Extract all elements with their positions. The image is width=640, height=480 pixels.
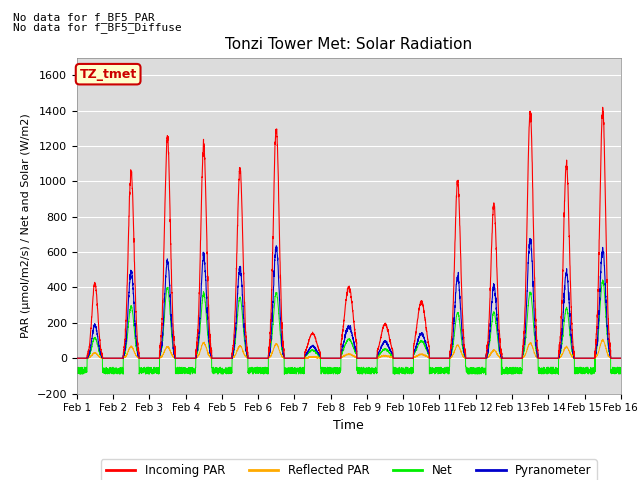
Text: No data for f_BF5_PAR: No data for f_BF5_PAR — [13, 12, 154, 23]
X-axis label: Time: Time — [333, 419, 364, 432]
Legend: Incoming PAR, Reflected PAR, Net, Pyranometer: Incoming PAR, Reflected PAR, Net, Pyrano… — [101, 459, 596, 480]
Text: TZ_tmet: TZ_tmet — [79, 68, 137, 81]
Y-axis label: PAR (μmol/m2/s) / Net and Solar (W/m2): PAR (μmol/m2/s) / Net and Solar (W/m2) — [21, 113, 31, 338]
Title: Tonzi Tower Met: Solar Radiation: Tonzi Tower Met: Solar Radiation — [225, 37, 472, 52]
Text: No data for f_BF5_Diffuse: No data for f_BF5_Diffuse — [13, 22, 182, 33]
